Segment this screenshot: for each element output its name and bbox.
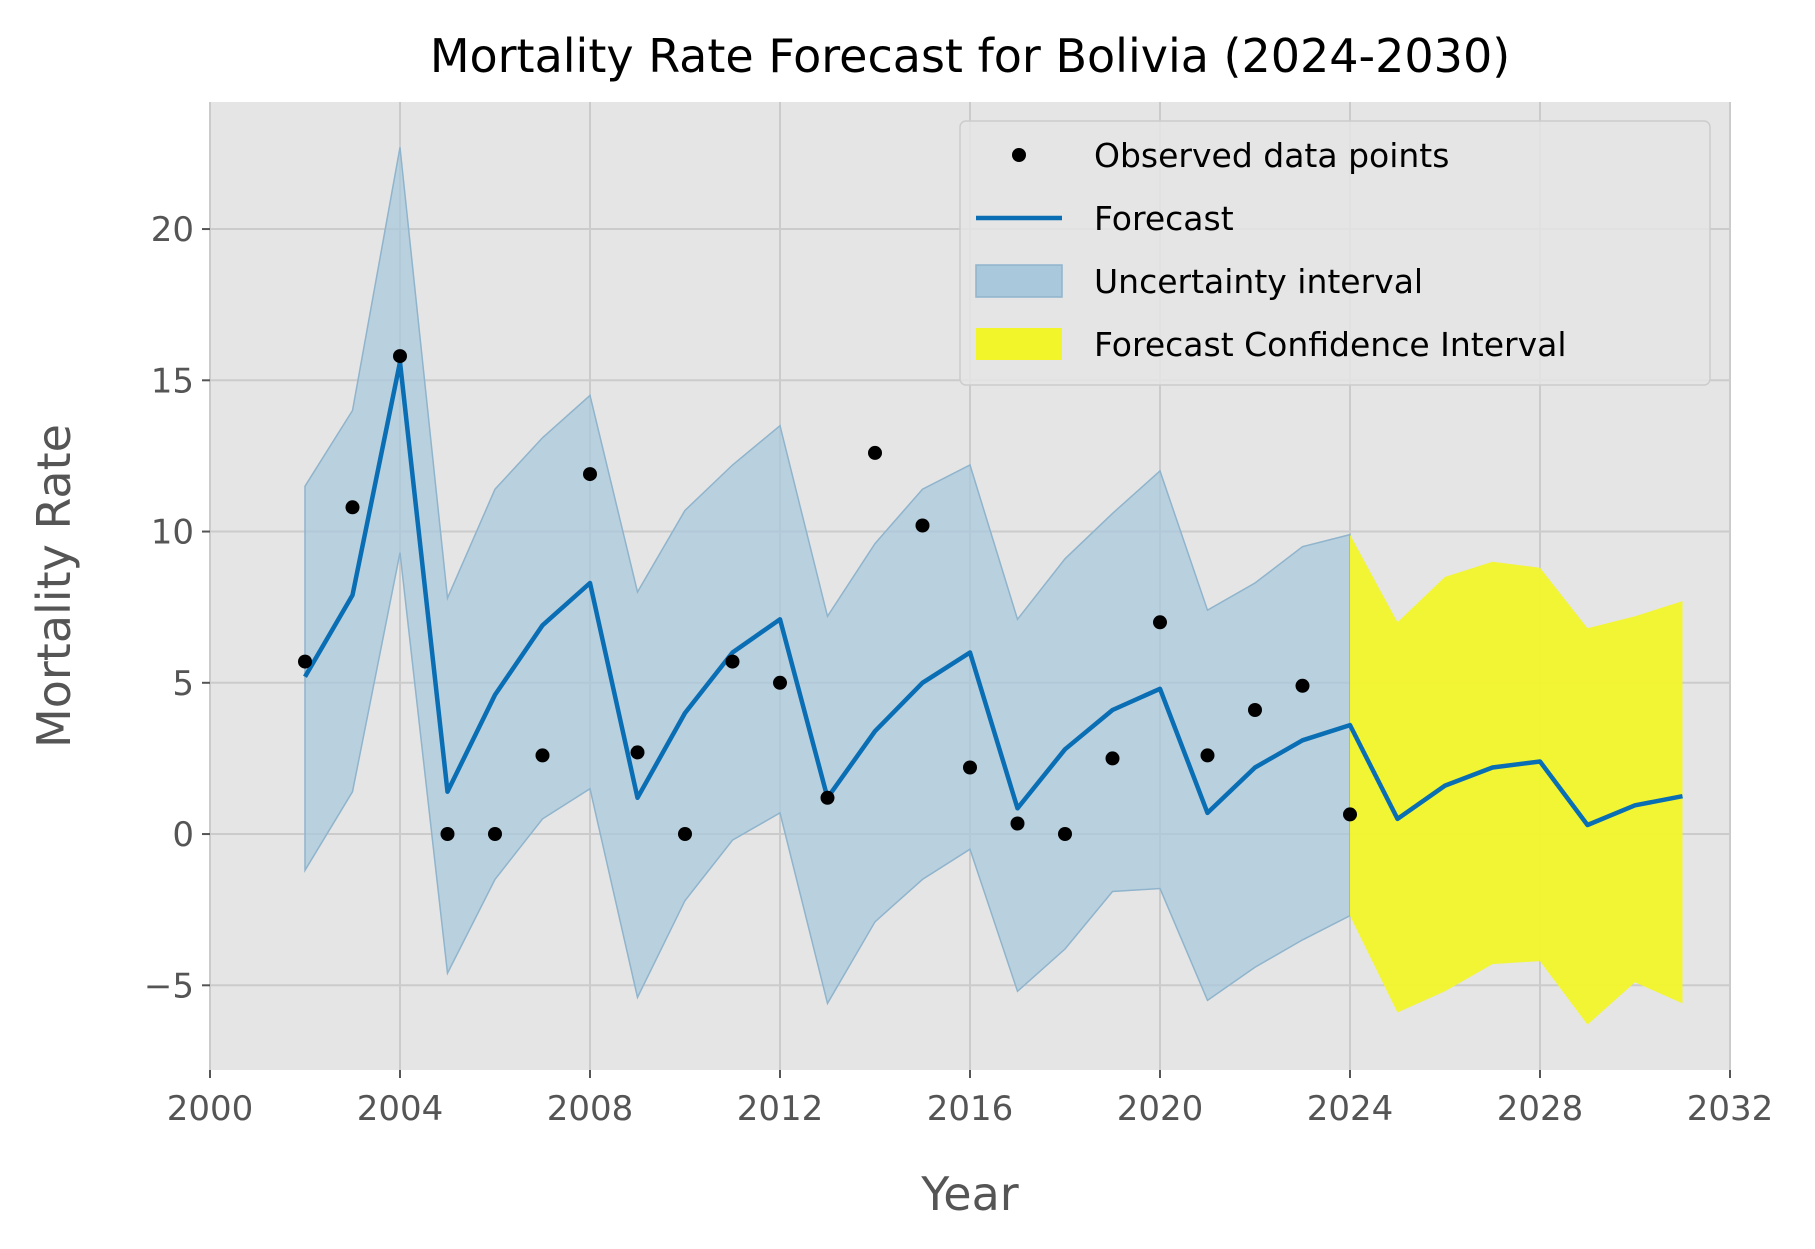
forecast-confidence-band <box>1350 534 1683 1025</box>
legend-label: Observed data points <box>1094 136 1449 175</box>
observed-data-point <box>963 760 977 775</box>
observed-data-point <box>440 827 455 841</box>
observed-data-point <box>393 349 407 364</box>
observed-data-point <box>535 748 550 763</box>
observed-data-point <box>1343 807 1357 822</box>
observed-data-point <box>915 518 930 533</box>
legend-item: Uncertainty interval <box>975 262 1423 301</box>
observed-data-point <box>1200 748 1215 763</box>
observed-data-point <box>630 745 645 760</box>
x-axis-title: Year <box>920 1167 1018 1221</box>
legend-band-swatch <box>975 264 1063 298</box>
legend-frame <box>959 120 1711 386</box>
legend-confidence-swatch <box>976 328 1062 360</box>
observed-data-point <box>1153 615 1167 630</box>
observed-data-point <box>1248 703 1262 717</box>
forecast-line-layer <box>303 359 1683 828</box>
y-tick-label: 5 <box>172 664 194 704</box>
x-tick-label: 2004 <box>357 1089 444 1129</box>
observed-data-point <box>1058 827 1072 841</box>
legend-label: Forecast <box>1094 199 1234 238</box>
forecast-line <box>303 359 1683 828</box>
legend-item: Forecast <box>976 199 1234 238</box>
y-tick-label: 15 <box>151 361 194 401</box>
observed-data-point <box>725 654 740 669</box>
y-tick-label: 10 <box>151 513 194 553</box>
legend-item: Forecast Confidence Interval <box>976 325 1567 364</box>
observed-data-point <box>298 654 312 669</box>
bands <box>304 147 1683 1025</box>
x-tick-label: 2008 <box>547 1089 634 1129</box>
x-tick-label: 2028 <box>1497 1089 1584 1129</box>
chart-title: Mortality Rate Forecast for Bolivia (202… <box>430 29 1510 83</box>
y-tick-label: 0 <box>172 815 194 855</box>
observed-data-point <box>488 827 502 841</box>
y-axis-title: Mortality Rate <box>27 424 81 748</box>
observed-data-point <box>820 790 835 805</box>
y-tick-label: −5 <box>144 966 194 1006</box>
legend-label: Uncertainty interval <box>1094 262 1423 301</box>
legend: Observed data points Forecast Uncertainty … <box>959 120 1711 386</box>
observed-data-point <box>1010 816 1025 831</box>
legend-item: Observed data points <box>1012 136 1449 175</box>
observed-data-point <box>773 675 787 690</box>
x-tick-label: 2016 <box>927 1089 1014 1129</box>
observed-data-point <box>868 445 882 460</box>
legend-point-swatch <box>1012 148 1026 162</box>
observed-data-point <box>1295 678 1310 693</box>
observed-data-point <box>583 467 597 482</box>
observed-data-point <box>345 500 360 515</box>
legend-label: Forecast Confidence Interval <box>1094 325 1567 364</box>
axis-ticks: 2000 2004 2008 2012 2016 2020 2024 2028 2032 −5 0 5… <box>144 210 1773 1129</box>
observed-points-layer <box>298 349 1357 841</box>
x-tick-label: 2012 <box>737 1089 824 1129</box>
x-tick-label: 2000 <box>167 1089 254 1129</box>
x-tick-label: 2032 <box>1687 1089 1774 1129</box>
observed-data-point <box>1105 751 1120 766</box>
x-tick-label: 2020 <box>1117 1089 1204 1129</box>
x-tick-label: 2024 <box>1307 1089 1394 1129</box>
y-tick-label: 20 <box>151 210 194 250</box>
observed-data-point <box>678 827 692 841</box>
